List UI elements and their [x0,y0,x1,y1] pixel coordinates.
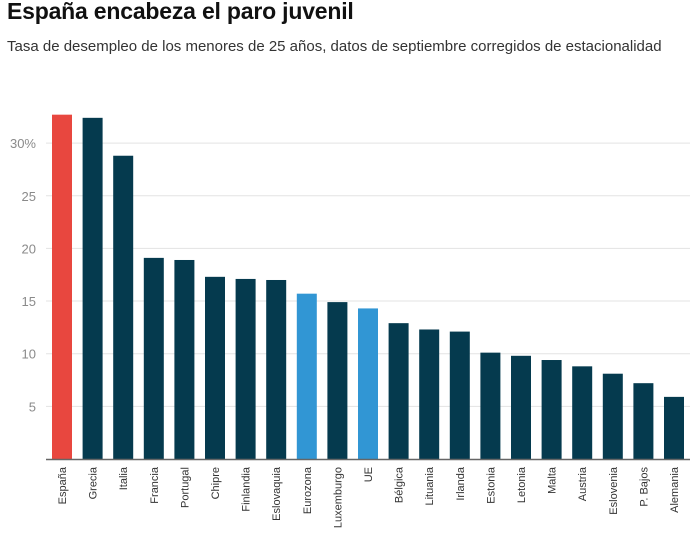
bar-p-bajos [633,383,654,459]
x-tick-label: Irlanda [455,466,467,501]
x-tick-label: Lituania [424,466,436,505]
x-tick-label: UE [363,467,375,482]
y-tick-label: 5 [29,399,36,414]
bar-eslovaquia [266,279,287,459]
x-tick-label: España [57,466,69,504]
bar-eurozona [296,293,317,459]
bar-eslovenia [602,373,623,459]
x-tick-label: Eslovaquia [271,466,283,521]
y-axis-ticks: 5 10 15 20 25 30% [10,136,36,414]
x-tick-label: Francia [149,466,161,504]
x-tick-label: Bélgica [394,466,406,503]
bar-malta [541,360,562,459]
bar-portugal [174,259,195,459]
x-tick-label: Letonia [516,466,528,503]
chart-title: España encabeza el paro juvenil [7,0,354,24]
x-tick-label: Alemania [669,466,681,513]
bar-alemania [664,396,684,459]
x-axis-labels: España Grecia Italia Francia Portugal Chipre F… [57,466,681,528]
x-tick-label: Luxemburgo [332,467,344,528]
bar-irlanda [449,331,470,459]
bar-luxemburgo [327,302,348,459]
x-tick-label: Eurozona [302,466,314,514]
bar-italia [113,155,134,459]
x-tick-label: Grecia [88,466,100,499]
x-tick-label: Portugal [179,467,191,508]
bar-francia [143,257,164,459]
bar-chipre [205,276,225,459]
bar-ue [358,308,378,459]
x-tick-label: Finlandia [241,466,253,512]
x-tick-label: Austria [577,466,589,501]
x-tick-label: P. Bajos [638,467,650,507]
y-tick-label: 15 [22,294,36,309]
bar-austria [572,366,593,459]
x-tick-label: Eslovenia [608,466,620,515]
chart-subtitle: Tasa de desempleo de los menores de 25 a… [7,38,662,55]
bar-grecia [82,117,103,459]
x-tick-label: Malta [547,466,559,494]
bar-bélgica [388,323,409,459]
bar-finlandia [235,278,256,459]
y-tick-label: 10 [22,347,36,362]
y-tick-label: 30% [10,136,36,151]
bars [52,114,684,459]
x-tick-label: Chipre [210,467,222,499]
y-tick-label: 25 [22,189,36,204]
y-tick-label: 20 [22,241,36,256]
bar-lituania [419,329,440,459]
bar-españa [52,114,72,459]
bar-estonia [480,352,501,459]
x-tick-label: Italia [118,466,130,490]
x-tick-label: Estonia [485,466,497,504]
bar-letonia [511,355,531,459]
